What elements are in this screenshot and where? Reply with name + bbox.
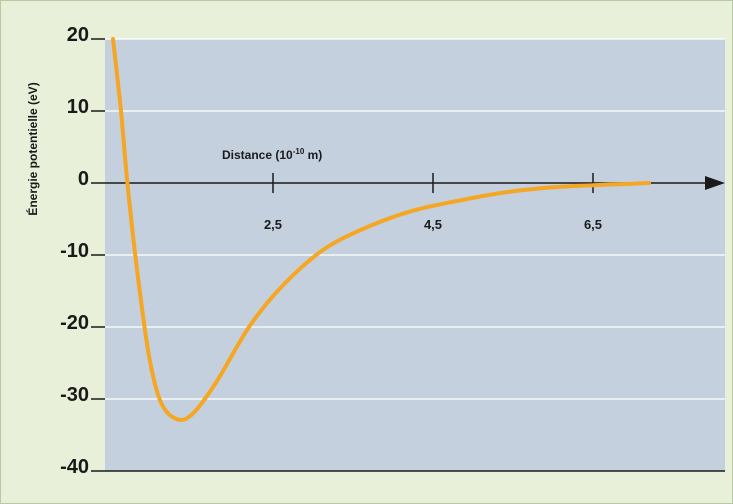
y-tick-label: -40	[60, 456, 89, 478]
x-axis-label-main: Distance (10	[222, 148, 293, 162]
x-axis-label-exponent: -10	[293, 147, 305, 156]
y-axis-label: Énergie potentielle (eV)	[25, 82, 40, 215]
y-axis-ticks: 20 10 0 -10 -20 -30 -40	[60, 24, 105, 478]
x-tick-label: 4,5	[424, 217, 442, 232]
series-line	[111, 37, 651, 422]
y-tick-label: -10	[60, 240, 89, 262]
x-tick-label: 2,5	[264, 217, 282, 232]
x-axis-arrow-icon	[705, 176, 725, 190]
y-tick-label: 20	[67, 24, 89, 46]
y-tick-label: -30	[60, 384, 89, 406]
y-tick-label: 10	[67, 96, 89, 118]
y-tick-label: 0	[78, 168, 89, 190]
y-tick-label: -20	[60, 312, 89, 334]
x-axis-label-unit: m)	[304, 148, 322, 162]
grid-lines	[105, 38, 725, 472]
x-axis-ticks: 2,5 4,5 6,5	[264, 173, 602, 232]
x-tick-label: 6,5	[584, 217, 602, 232]
x-axis-label: Distance (10-10 m)	[222, 147, 322, 162]
